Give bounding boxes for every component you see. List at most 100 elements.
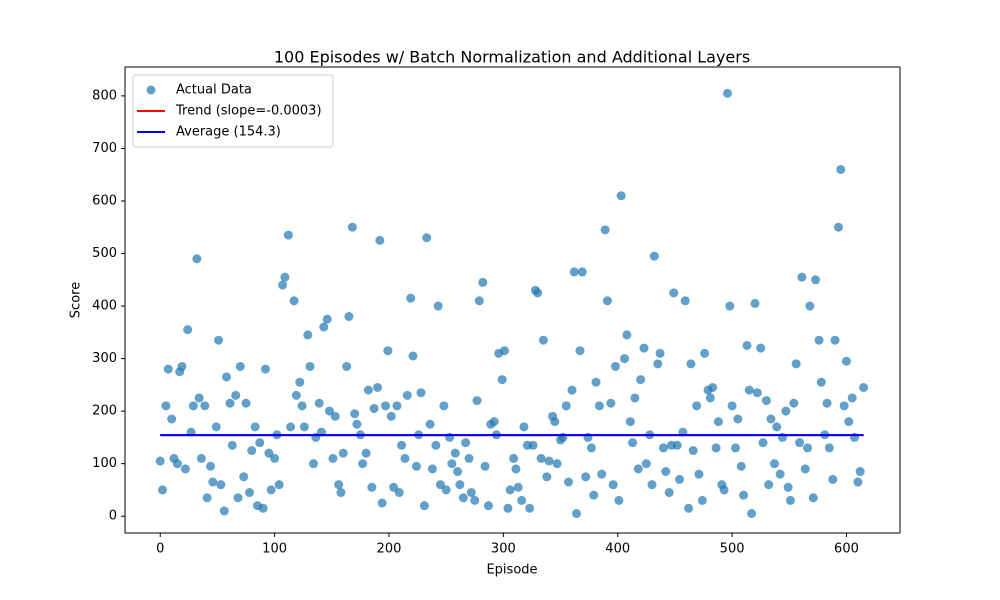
data-point <box>202 493 212 503</box>
data-point <box>727 401 737 411</box>
data-point <box>344 312 354 322</box>
data-point <box>569 267 579 277</box>
data-point <box>425 419 435 429</box>
data-point <box>461 438 471 448</box>
data-point <box>167 414 177 424</box>
data-point <box>647 480 657 490</box>
data-point <box>389 482 399 492</box>
data-point <box>314 398 324 408</box>
data-point <box>358 459 368 469</box>
data-point <box>483 501 493 511</box>
data-point <box>581 472 591 482</box>
data-point <box>772 422 782 432</box>
data-point <box>453 467 463 477</box>
y-tick-label: 100 <box>92 456 117 471</box>
data-point <box>658 443 668 453</box>
data-point <box>661 467 671 477</box>
data-point <box>636 375 646 385</box>
data-point <box>839 401 849 411</box>
data-point <box>814 335 824 345</box>
legend-label: Average (154.3) <box>176 125 281 140</box>
data-point <box>620 354 630 364</box>
data-point <box>791 359 801 369</box>
data-point <box>628 438 638 448</box>
data-point <box>655 348 665 358</box>
data-point <box>439 401 449 411</box>
data-point <box>606 398 616 408</box>
data-point <box>639 343 649 353</box>
data-point <box>172 459 182 469</box>
data-point <box>192 254 202 264</box>
data-point <box>833 222 843 232</box>
data-point <box>216 480 226 490</box>
data-point <box>350 409 360 419</box>
data-point <box>505 485 515 495</box>
data-point <box>188 401 198 411</box>
data-point <box>766 414 776 424</box>
data-point <box>602 296 612 306</box>
data-point <box>295 377 305 387</box>
y-tick-label: 500 <box>92 246 117 261</box>
data-point <box>828 474 838 484</box>
data-point <box>441 485 451 495</box>
data-point <box>789 398 799 408</box>
data-point <box>769 459 779 469</box>
y-tick-label: 400 <box>92 299 117 314</box>
data-point <box>361 448 371 458</box>
data-point <box>783 482 793 492</box>
data-point <box>196 453 206 463</box>
data-point <box>544 456 554 466</box>
x-tick-label: 0 <box>156 542 164 557</box>
data-point <box>244 488 254 498</box>
data-point <box>692 401 702 411</box>
data-point <box>180 464 190 474</box>
data-point <box>853 477 863 487</box>
data-point <box>330 411 340 421</box>
x-tick-label: 300 <box>491 542 516 557</box>
data-point <box>811 275 821 285</box>
data-point <box>723 88 733 98</box>
data-point <box>422 233 432 243</box>
data-point <box>744 385 754 395</box>
data-point <box>260 364 270 374</box>
data-point <box>280 272 290 282</box>
data-point <box>231 390 241 400</box>
data-point <box>824 443 834 453</box>
data-point <box>686 359 696 369</box>
data-point <box>247 446 257 456</box>
data-point <box>497 375 507 385</box>
data-point <box>406 293 416 303</box>
data-point <box>158 485 168 495</box>
data-point <box>427 464 437 474</box>
data-point <box>517 495 527 505</box>
data-point <box>305 361 315 371</box>
data-point <box>550 417 560 427</box>
data-point <box>684 503 694 513</box>
data-point <box>564 477 574 487</box>
data-point <box>711 443 721 453</box>
data-point <box>400 453 410 463</box>
data-point <box>567 385 577 395</box>
data-point <box>614 495 624 505</box>
data-point <box>286 422 296 432</box>
data-point <box>208 477 218 487</box>
y-tick-label: 300 <box>92 351 117 366</box>
data-point <box>334 480 344 490</box>
data-point <box>336 488 346 498</box>
data-point <box>227 440 237 450</box>
data-point <box>322 314 332 324</box>
data-point <box>419 501 429 511</box>
data-point <box>183 325 193 335</box>
data-point <box>509 453 519 463</box>
data-point <box>352 419 362 429</box>
data-point <box>803 443 813 453</box>
x-tick-label: 200 <box>377 542 402 557</box>
data-point <box>458 493 468 503</box>
legend-box <box>132 74 334 148</box>
data-point <box>450 448 460 458</box>
data-point <box>756 343 766 353</box>
data-point <box>733 414 743 424</box>
y-tick-label: 600 <box>92 193 117 208</box>
y-tick-label: 0 <box>109 509 117 524</box>
data-point <box>241 398 251 408</box>
